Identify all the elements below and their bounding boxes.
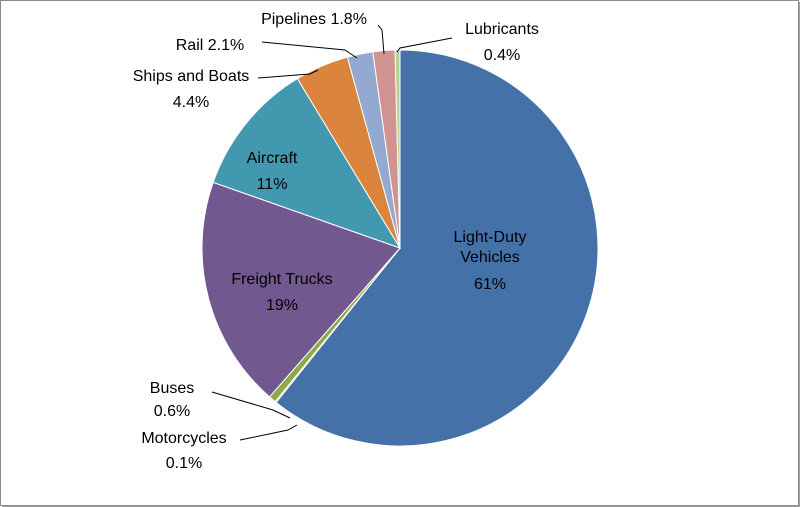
label-motorcycles-pct: 0.1%	[166, 455, 202, 472]
label-rail: Rail 2.1%	[176, 37, 244, 54]
leader-line-rail	[261, 41, 358, 59]
leader-line-ships	[257, 69, 319, 79]
label-buses-pct: 0.6%	[154, 403, 190, 420]
leader-line-pipelines	[377, 24, 385, 55]
leader-line-lubricants	[396, 37, 453, 53]
pie-slice-aircraft	[212, 77, 402, 249]
pie-slice-freight-trucks	[201, 181, 401, 398]
pie-slice-light-duty-vehicles	[275, 49, 599, 447]
label-aircraft-pct: 11%	[257, 176, 288, 193]
pie-slices	[201, 49, 599, 447]
label-aircraft-name: Aircraft	[247, 150, 298, 167]
label-motorcycles-name: Motorcycles	[141, 430, 226, 447]
label-ships-name: Ships and Boats	[133, 68, 250, 85]
label-buses-name: Buses	[150, 380, 194, 397]
leader-line-motorcycles	[239, 424, 298, 441]
label-ldv-line1: Light-Duty	[454, 229, 527, 246]
leader-line-buses	[211, 391, 291, 419]
slice-labels: Light-Duty Vehicles 61% Freight Trucks 1…	[133, 11, 539, 472]
label-freight-pct: 19%	[266, 297, 298, 314]
pie-slice-lubricants	[394, 49, 401, 249]
label-pipelines: Pipelines 1.8%	[261, 11, 367, 28]
label-lubricants-pct: 0.4%	[484, 47, 520, 64]
label-ships-pct: 4.4%	[173, 94, 209, 111]
leader-lines	[211, 24, 453, 441]
label-ldv-line2: Vehicles	[460, 249, 520, 266]
label-ldv-pct: 61%	[474, 276, 506, 293]
label-freight-name: Freight Trucks	[231, 271, 332, 288]
label-lubricants-name: Lubricants	[465, 21, 539, 38]
